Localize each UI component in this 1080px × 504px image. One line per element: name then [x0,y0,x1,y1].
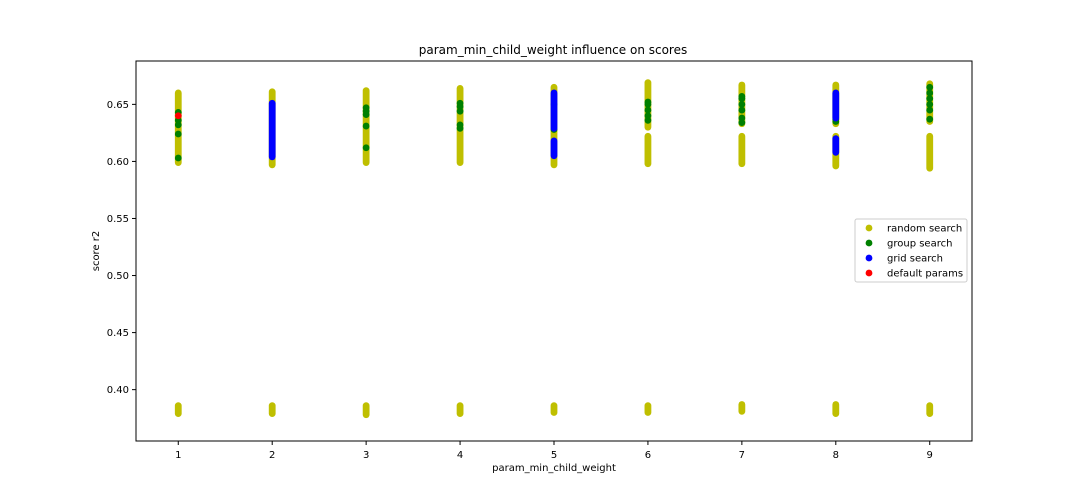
y-tick-label: 0.45 [107,328,129,339]
chart-title: param_min_child_weight influence on scor… [419,43,687,57]
x-tick-label: 2 [269,450,275,461]
data-point [362,144,370,152]
data-point [456,99,464,107]
data-point [926,115,934,123]
y-axis-label: score r2 [91,231,102,272]
x-tick-label: 1 [175,450,181,461]
y-axis: 0.40 0.45 0.50 0.55 0.60 0.65 [107,100,136,396]
x-tick-label: 4 [457,450,463,461]
data-point [926,95,934,103]
y-tick-label: 0.60 [107,157,129,168]
data-point [926,106,934,114]
data-point [738,106,746,114]
data-point [174,130,182,138]
legend-label: grid search [887,254,943,265]
y-tick-label: 0.65 [107,100,129,111]
data-point [456,121,464,129]
data-point [926,100,934,108]
series-grid-search [268,89,840,161]
y-tick-label: 0.50 [107,271,129,282]
legend-box [854,218,968,283]
legend-label: default params [887,269,963,280]
data-point [644,112,652,120]
data-point [738,114,746,122]
legend-label: random search [887,224,962,235]
x-tick-label: 6 [645,450,651,461]
data-point [362,104,370,112]
data-point [174,112,182,120]
data-point [362,122,370,130]
data-point [926,83,934,91]
y-tick-label: 0.55 [107,214,129,225]
series-default-params [174,112,182,120]
x-axis-label: param_min_child_weight [492,463,616,474]
x-tick-label: 3 [363,450,369,461]
legend-marker [865,224,873,232]
legend-marker [865,269,873,277]
legend: random search group search grid search defa… [854,218,968,283]
x-tick-label: 9 [927,450,933,461]
x-tick-label: 8 [833,450,839,461]
points-layer [174,79,934,419]
y-tick-label: 0.40 [107,385,129,396]
legend-marker [865,239,873,247]
data-point [738,92,746,100]
data-point [174,154,182,162]
x-axis: 1 2 3 4 5 6 7 8 9 [175,441,933,461]
data-point [644,106,652,114]
legend-marker [865,254,873,262]
x-tick-label: 7 [739,450,745,461]
data-point [738,100,746,108]
data-point [644,98,652,106]
legend-label: group search [887,239,952,250]
data-point [926,89,934,97]
x-tick-label: 5 [551,450,557,461]
